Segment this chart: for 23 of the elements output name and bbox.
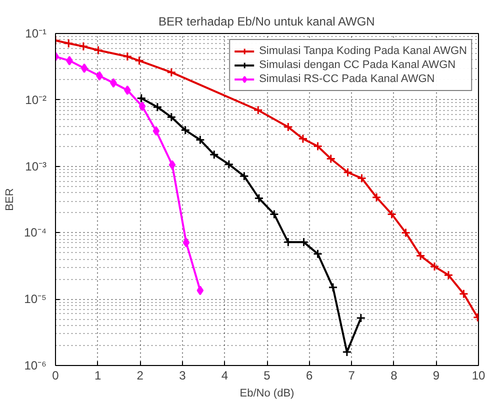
y-tick-label: 10⁻¹ <box>25 26 47 40</box>
x-tick-label: 1 <box>94 368 102 382</box>
x-tick-label: 9 <box>432 368 440 382</box>
y-tick-label: 10⁻² <box>25 92 47 107</box>
x-axis-title: Eb/No (dB) <box>240 388 294 400</box>
x-tick-label: 4 <box>221 368 228 382</box>
chart-title: BER terhadap Eb/No untuk kanal AWGN <box>158 14 375 28</box>
x-tick-label: 8 <box>390 368 398 382</box>
legend-label: Simulasi Tanpa Koding Pada Kanal AWGN <box>259 44 467 58</box>
x-tick-label: 10 <box>472 368 486 382</box>
y-axis-title: BER <box>4 188 16 211</box>
x-tick-label: 5 <box>264 368 271 382</box>
x-tick-label: 0 <box>52 368 60 382</box>
y-tick-label: 10⁻⁶ <box>24 358 47 372</box>
x-tick-label: 2 <box>136 368 144 382</box>
legend-label: Simulasi dengan CC Pada Kanal AWGN <box>259 58 456 72</box>
x-tick-label: 3 <box>179 368 186 382</box>
y-tick-label: 10⁻⁵ <box>24 292 47 306</box>
x-tick-label: 7 <box>348 368 356 382</box>
legend-label: Simulasi RS-CC Pada Kanal AWGN <box>259 72 435 86</box>
y-tick-label: 10⁻³ <box>25 159 47 174</box>
x-tick-label: 6 <box>306 368 313 382</box>
y-tick-label: 10⁻⁴ <box>24 226 47 240</box>
